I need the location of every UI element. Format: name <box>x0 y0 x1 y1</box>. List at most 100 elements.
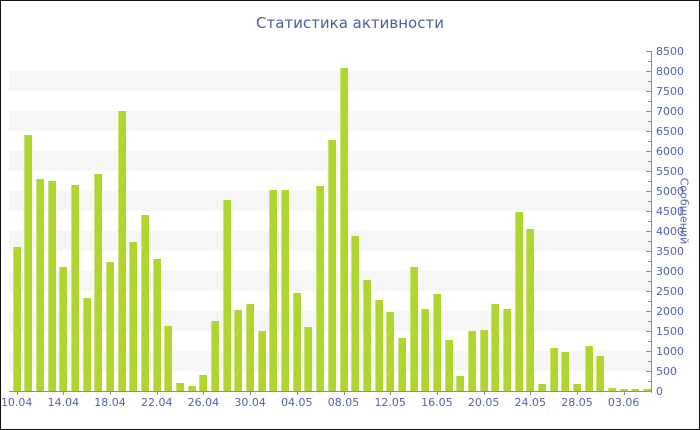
bar <box>71 185 80 391</box>
grid-stripe <box>9 111 651 131</box>
x-tick <box>110 391 112 395</box>
bar <box>199 375 208 391</box>
y-tick-label: 3500 <box>656 245 684 258</box>
y-tick-major <box>646 271 651 272</box>
y-tick-major <box>646 51 651 52</box>
bar <box>82 297 91 391</box>
bar <box>187 385 196 391</box>
bar <box>537 383 546 391</box>
y-tick-major <box>646 311 651 312</box>
bar <box>269 189 278 391</box>
bar <box>316 185 325 391</box>
y-tick-major <box>646 291 651 292</box>
bar <box>257 331 266 391</box>
y-tick-minor <box>648 301 651 302</box>
bar <box>607 387 616 391</box>
bar <box>467 330 476 391</box>
x-tick-label: 14.04 <box>47 396 80 409</box>
bar <box>59 267 68 391</box>
bar <box>222 200 231 391</box>
y-tick-label: 7000 <box>656 105 684 118</box>
x-tick-label: 24.05 <box>514 396 547 409</box>
y-tick-label: 5000 <box>656 185 684 198</box>
y-tick-label: 3000 <box>656 265 684 278</box>
bar <box>211 321 220 391</box>
x-tick <box>576 391 578 395</box>
y-tick-label: 8500 <box>656 45 684 58</box>
bar <box>24 135 33 391</box>
bar <box>129 242 138 391</box>
y-tick-minor <box>648 101 651 102</box>
bar <box>631 389 640 391</box>
bar <box>12 247 21 391</box>
x-tick-label: 22.04 <box>140 396 173 409</box>
y-tick-minor <box>648 201 651 202</box>
bar <box>409 267 418 391</box>
x-tick-label: 10.04 <box>0 396 33 409</box>
y-tick-major <box>646 351 651 352</box>
y-tick-major <box>646 231 651 232</box>
x-tick-label: 08.05 <box>327 396 360 409</box>
x-tick-label: 16.05 <box>421 396 453 409</box>
y-tick-major <box>646 391 651 392</box>
y-tick-major <box>646 331 651 332</box>
y-tick-label: 2000 <box>656 305 684 318</box>
y-tick-label: 4500 <box>656 205 684 218</box>
bar <box>117 111 126 391</box>
x-tick <box>296 391 298 395</box>
y-tick-label: 1500 <box>656 325 684 338</box>
x-tick <box>250 391 252 395</box>
bar <box>164 326 173 391</box>
y-tick-major <box>646 371 651 372</box>
y-tick-label: 0 <box>656 385 663 398</box>
y-tick-major <box>646 151 651 152</box>
y-tick-label: 6500 <box>656 125 684 138</box>
bar <box>246 303 255 391</box>
bar <box>456 375 465 391</box>
bar <box>514 211 523 391</box>
x-tick <box>343 391 345 395</box>
x-tick-label: 20.05 <box>467 396 500 409</box>
x-tick <box>390 391 392 395</box>
bar <box>292 292 301 391</box>
y-tick-label: 6000 <box>656 145 684 158</box>
y-tick-minor <box>648 221 651 222</box>
bar <box>444 340 453 391</box>
y-tick-major <box>646 91 651 92</box>
y-tick-minor <box>648 161 651 162</box>
bar <box>619 389 628 391</box>
y-tick-major <box>646 131 651 132</box>
bar <box>491 303 500 391</box>
bar <box>643 389 651 391</box>
x-tick-label: 18.04 <box>94 396 126 409</box>
x-tick <box>203 391 205 395</box>
y-tick-label: 7500 <box>656 85 684 98</box>
y-tick-minor <box>648 361 651 362</box>
bar <box>584 346 593 391</box>
grid-stripe <box>9 91 651 111</box>
bar <box>141 215 150 391</box>
bar <box>549 347 558 391</box>
x-tick <box>16 391 18 395</box>
y-tick-label: 500 <box>656 365 677 378</box>
y-tick-minor <box>648 261 651 262</box>
y-tick-minor <box>648 61 651 62</box>
y-tick-major <box>646 211 651 212</box>
x-tick-label: 04.05 <box>281 396 313 409</box>
y-tick-minor <box>648 381 651 382</box>
bar <box>106 261 115 391</box>
bar <box>327 139 336 391</box>
y-tick-major <box>646 71 651 72</box>
y-tick-minor <box>648 281 651 282</box>
bar <box>281 189 290 391</box>
x-tick-label: 12.05 <box>374 396 406 409</box>
y-tick-minor <box>648 141 651 142</box>
y-tick-label: 1000 <box>656 345 684 358</box>
bar <box>351 235 360 391</box>
bar <box>386 311 395 391</box>
y-tick-minor <box>648 241 651 242</box>
bar <box>176 383 185 391</box>
bar <box>432 293 441 391</box>
